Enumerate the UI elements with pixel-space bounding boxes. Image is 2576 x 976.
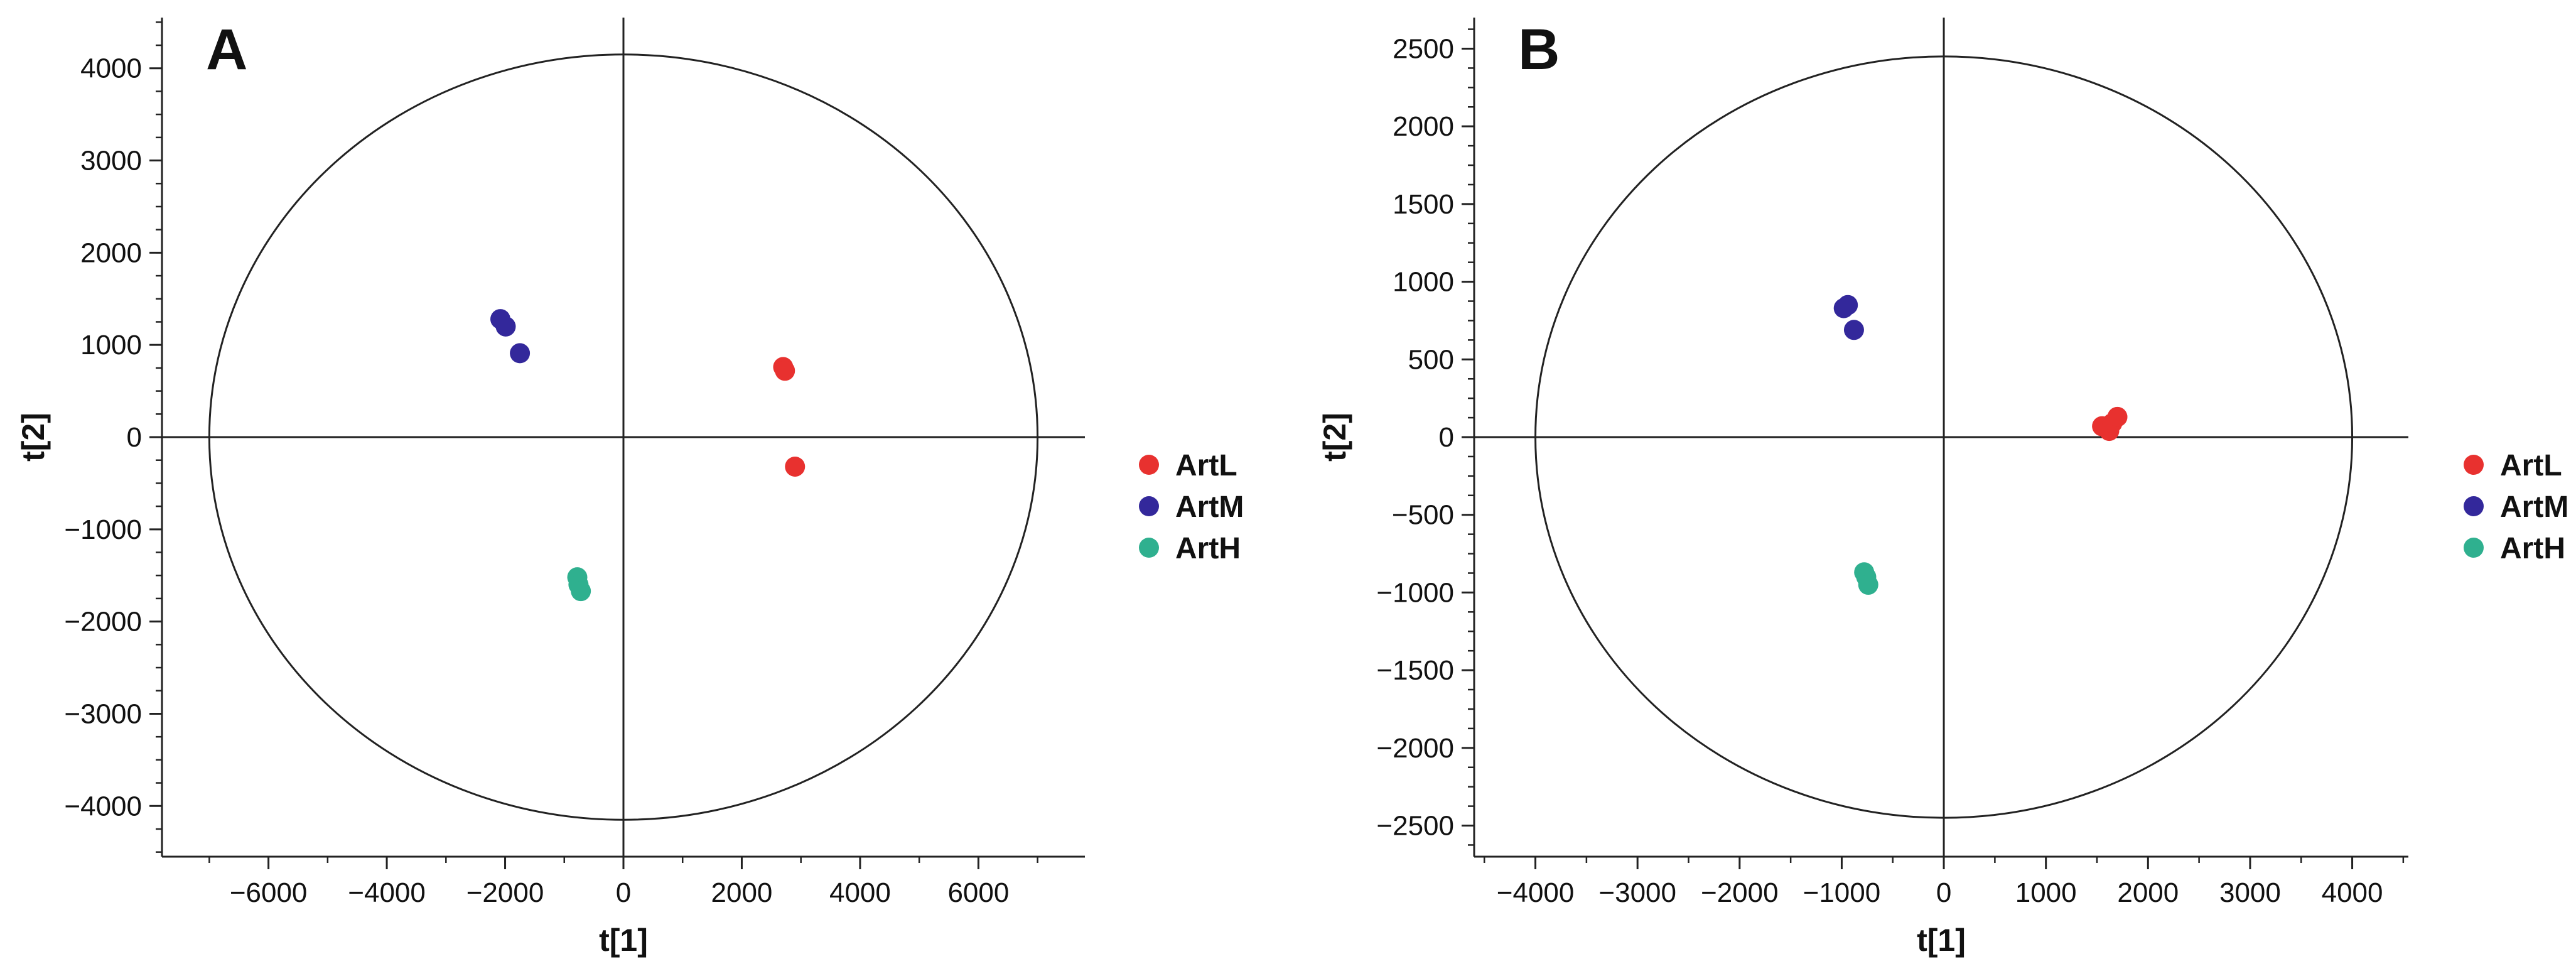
legend-label-arth: ArtH: [1175, 532, 1241, 565]
point-artl: [775, 361, 795, 381]
x-tick-label: −2000: [1701, 877, 1779, 908]
legend: ArtL ArtM ArtH: [1139, 449, 1244, 565]
point-artm: [510, 343, 531, 364]
y-tick-label: −500: [1392, 500, 1454, 531]
y-tick-label: −1000: [1376, 577, 1454, 608]
legend-marker-artl: [1139, 455, 1159, 475]
y-tick-label: 1000: [1393, 267, 1454, 298]
x-tick-label: 2000: [711, 877, 773, 908]
legend-label-artm: ArtM: [1175, 491, 1244, 524]
point-artl: [2107, 406, 2128, 427]
y-tick-label: 500: [1408, 344, 1454, 375]
x-tick-label: −4000: [1497, 877, 1575, 908]
x-tick-label: −2000: [466, 877, 544, 908]
y-axis-title: t[2]: [1317, 413, 1352, 462]
y-tick-label: −1500: [1376, 655, 1454, 686]
legend-marker-arth: [1139, 538, 1159, 558]
y-axis-title: t[2]: [16, 413, 51, 462]
y-tick-label: −2000: [1376, 733, 1454, 764]
panel-label: B: [1518, 18, 1560, 82]
legend: ArtL ArtM ArtH: [2464, 449, 2568, 565]
point-artl: [785, 456, 806, 477]
x-tick-label: 1000: [2015, 877, 2077, 908]
panel-a: −6000 −4000 −2000 0 2000 4000 6000 −4000 −3000 −2…: [16, 18, 1244, 958]
panel-b: −4000 −3000 −2000 −1000 0 1000 2000 3000 4000 −25…: [1317, 18, 2568, 958]
x-tick-label: −1000: [1803, 877, 1881, 908]
legend-label-artl: ArtL: [1175, 449, 1237, 482]
legend-label-artm: ArtM: [2500, 491, 2568, 524]
x-tick-label: 0: [616, 877, 631, 908]
y-tick-label: −4000: [64, 791, 142, 821]
panel-label: A: [206, 18, 247, 82]
y-tick-label: −1000: [64, 514, 142, 545]
point-arth: [571, 581, 591, 602]
legend-marker-artm: [1139, 496, 1159, 516]
y-tick-label: 1000: [80, 330, 142, 361]
legend-label-arth: ArtH: [2500, 532, 2565, 565]
y-tick-label: 2000: [1393, 111, 1454, 142]
confidence-ellipse: [1534, 55, 2354, 819]
y-tick-label: 3000: [80, 146, 142, 176]
x-tick-label: −6000: [230, 877, 308, 908]
x-axis-title: t[1]: [1917, 923, 1966, 958]
confidence-ellipse: [208, 53, 1039, 821]
point-artm: [1838, 295, 1858, 315]
y-tick-label: 2000: [80, 237, 142, 268]
y-tick-label: 4000: [80, 53, 142, 84]
point-arth: [1858, 575, 1878, 595]
y-tick-label: −3000: [64, 698, 142, 729]
legend-label-artl: ArtL: [2500, 449, 2562, 482]
x-tick-label: 0: [1936, 877, 1951, 908]
x-tick-label: 6000: [947, 877, 1009, 908]
x-tick-label: −4000: [348, 877, 426, 908]
legend-marker-arth: [2464, 538, 2484, 558]
point-artm: [495, 316, 516, 337]
y-tick-label: 1500: [1393, 189, 1454, 220]
point-artm: [1843, 320, 1864, 340]
x-tick-label: 4000: [829, 877, 891, 908]
y-tick-label: 0: [1439, 422, 1454, 453]
x-tick-label: 4000: [2322, 877, 2383, 908]
x-tick-label: 3000: [2219, 877, 2281, 908]
legend-marker-artl: [2464, 455, 2484, 475]
y-tick-label: −2000: [64, 607, 142, 637]
y-tick-label: 2500: [1393, 33, 1454, 64]
y-tick-label: −2500: [1376, 811, 1454, 842]
y-tick-label: 0: [127, 422, 142, 453]
x-axis-title: t[1]: [599, 923, 648, 958]
x-tick-label: −3000: [1598, 877, 1676, 908]
legend-marker-artm: [2464, 496, 2484, 516]
x-tick-label: 2000: [2117, 877, 2179, 908]
